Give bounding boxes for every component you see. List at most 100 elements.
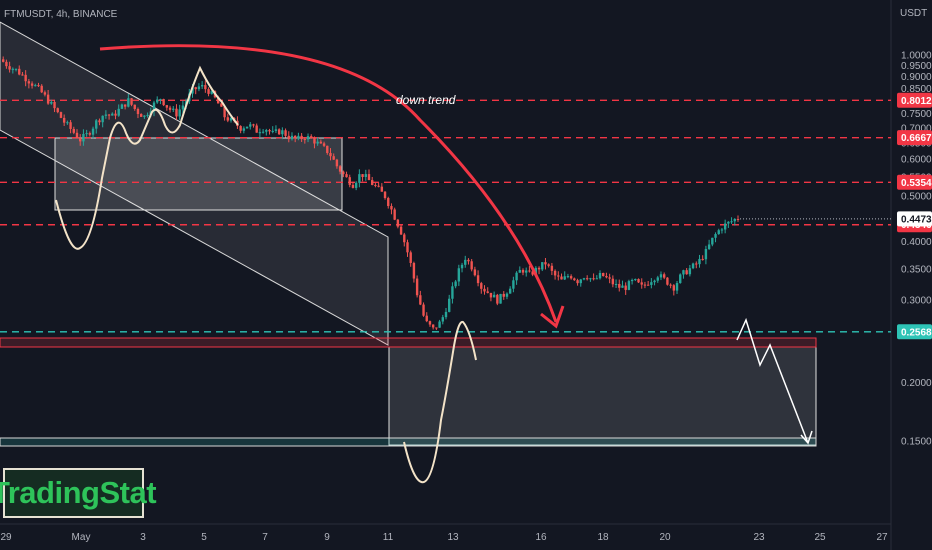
candle-body: [467, 259, 470, 262]
candle-body: [637, 279, 640, 283]
candle-body: [730, 221, 733, 223]
candle-body: [326, 145, 329, 153]
candle-body: [679, 274, 682, 284]
candle-body: [441, 317, 444, 322]
down-trend-arrow[interactable]: [99, 44, 558, 323]
candle-body: [662, 274, 666, 278]
candle-body: [595, 278, 599, 280]
candle-body: [489, 292, 493, 298]
candle-body: [486, 291, 489, 293]
candle-body: [659, 274, 663, 278]
candle-body: [165, 105, 169, 108]
candle-body: [399, 226, 403, 235]
descending-channel[interactable]: [0, 21, 389, 346]
candle-body: [287, 135, 290, 140]
level-label-0: 0.8012: [901, 96, 932, 107]
candle-body: [515, 272, 518, 281]
horizontal-levels[interactable]: [0, 99, 891, 333]
candle-body: [358, 174, 361, 183]
candle-body: [589, 278, 592, 280]
candle-body: [621, 285, 624, 288]
tradingstat-logo: TradingStat: [0, 468, 157, 518]
candle-body: [258, 132, 262, 134]
candle-body: [335, 159, 339, 167]
candle-body: [2, 59, 5, 62]
candle-body: [242, 128, 246, 131]
candle-body: [175, 108, 178, 117]
candle-body: [419, 295, 422, 305]
candle-body: [191, 87, 194, 94]
candle-body: [544, 262, 547, 265]
candle-body: [508, 288, 512, 294]
candle-body: [332, 156, 335, 160]
candle-body: [640, 282, 643, 285]
candle-body: [162, 99, 165, 106]
candle-body: [310, 136, 313, 139]
drawn-projection[interactable]: [736, 317, 813, 445]
candle-body: [207, 89, 210, 94]
price-tick-14: 0.1500: [901, 437, 932, 448]
candle-body: [69, 122, 72, 129]
candle-body: [451, 286, 454, 299]
candle-body: [714, 234, 717, 238]
candle-body: [127, 98, 130, 107]
candle-body: [611, 278, 615, 285]
candle-body: [602, 272, 605, 277]
candle-body: [380, 186, 384, 192]
candle-body: [117, 108, 120, 116]
candle-body: [329, 152, 332, 157]
candle-body: [711, 237, 714, 245]
price-tick-4: 0.7500: [901, 109, 932, 120]
candle-body: [377, 185, 380, 187]
range-box-lower[interactable]: [388, 346, 817, 446]
candle-body: [88, 133, 92, 135]
price-tick-2: 0.9000: [901, 72, 932, 83]
price-tick-0: 1.0000: [901, 51, 932, 62]
candle-body: [271, 130, 274, 132]
candle-body: [736, 219, 740, 221]
candle-body: [666, 277, 669, 285]
candle-body: [156, 99, 159, 103]
candle-body: [525, 270, 528, 273]
candle-body: [300, 135, 303, 140]
candle-body: [168, 107, 172, 110]
candle-body: [483, 288, 486, 292]
candle-body: [220, 103, 223, 107]
level-label-bg-1: [897, 130, 932, 146]
candle-body: [252, 124, 255, 126]
candle-body: [415, 278, 419, 296]
candle-body: [557, 275, 560, 277]
time-tick-1: May: [72, 532, 91, 543]
candle-body: [75, 132, 79, 138]
candle-body: [24, 74, 27, 82]
resistance-zone[interactable]: [0, 337, 817, 348]
time-tick-0: 29: [0, 532, 12, 543]
candle-body: [8, 66, 11, 70]
candle-body: [425, 315, 428, 322]
drawn-pattern-lower[interactable]: [403, 320, 477, 484]
candle-body: [393, 209, 396, 220]
support-zone[interactable]: [0, 437, 817, 447]
candle-body: [18, 68, 21, 75]
time-tick-4: 7: [262, 532, 268, 543]
candle-body: [66, 122, 69, 124]
candle-body: [46, 94, 50, 104]
candle-body: [152, 102, 156, 112]
candle-body: [650, 282, 653, 285]
candle-body: [159, 99, 162, 101]
candle-body: [120, 104, 124, 109]
candle-body: [322, 143, 326, 146]
candle-body: [480, 283, 483, 289]
candle-body: [492, 294, 496, 298]
candle-body: [53, 101, 56, 109]
candle-body: [502, 293, 505, 297]
candle-body: [216, 97, 220, 104]
candle-body: [223, 106, 226, 118]
candle-body: [422, 304, 425, 316]
price-tick-9: 0.5000: [901, 192, 932, 203]
candle-body: [40, 85, 43, 93]
drawn-pattern-upper[interactable]: [55, 65, 239, 250]
candle-body: [383, 191, 387, 199]
candle-body: [614, 283, 618, 285]
